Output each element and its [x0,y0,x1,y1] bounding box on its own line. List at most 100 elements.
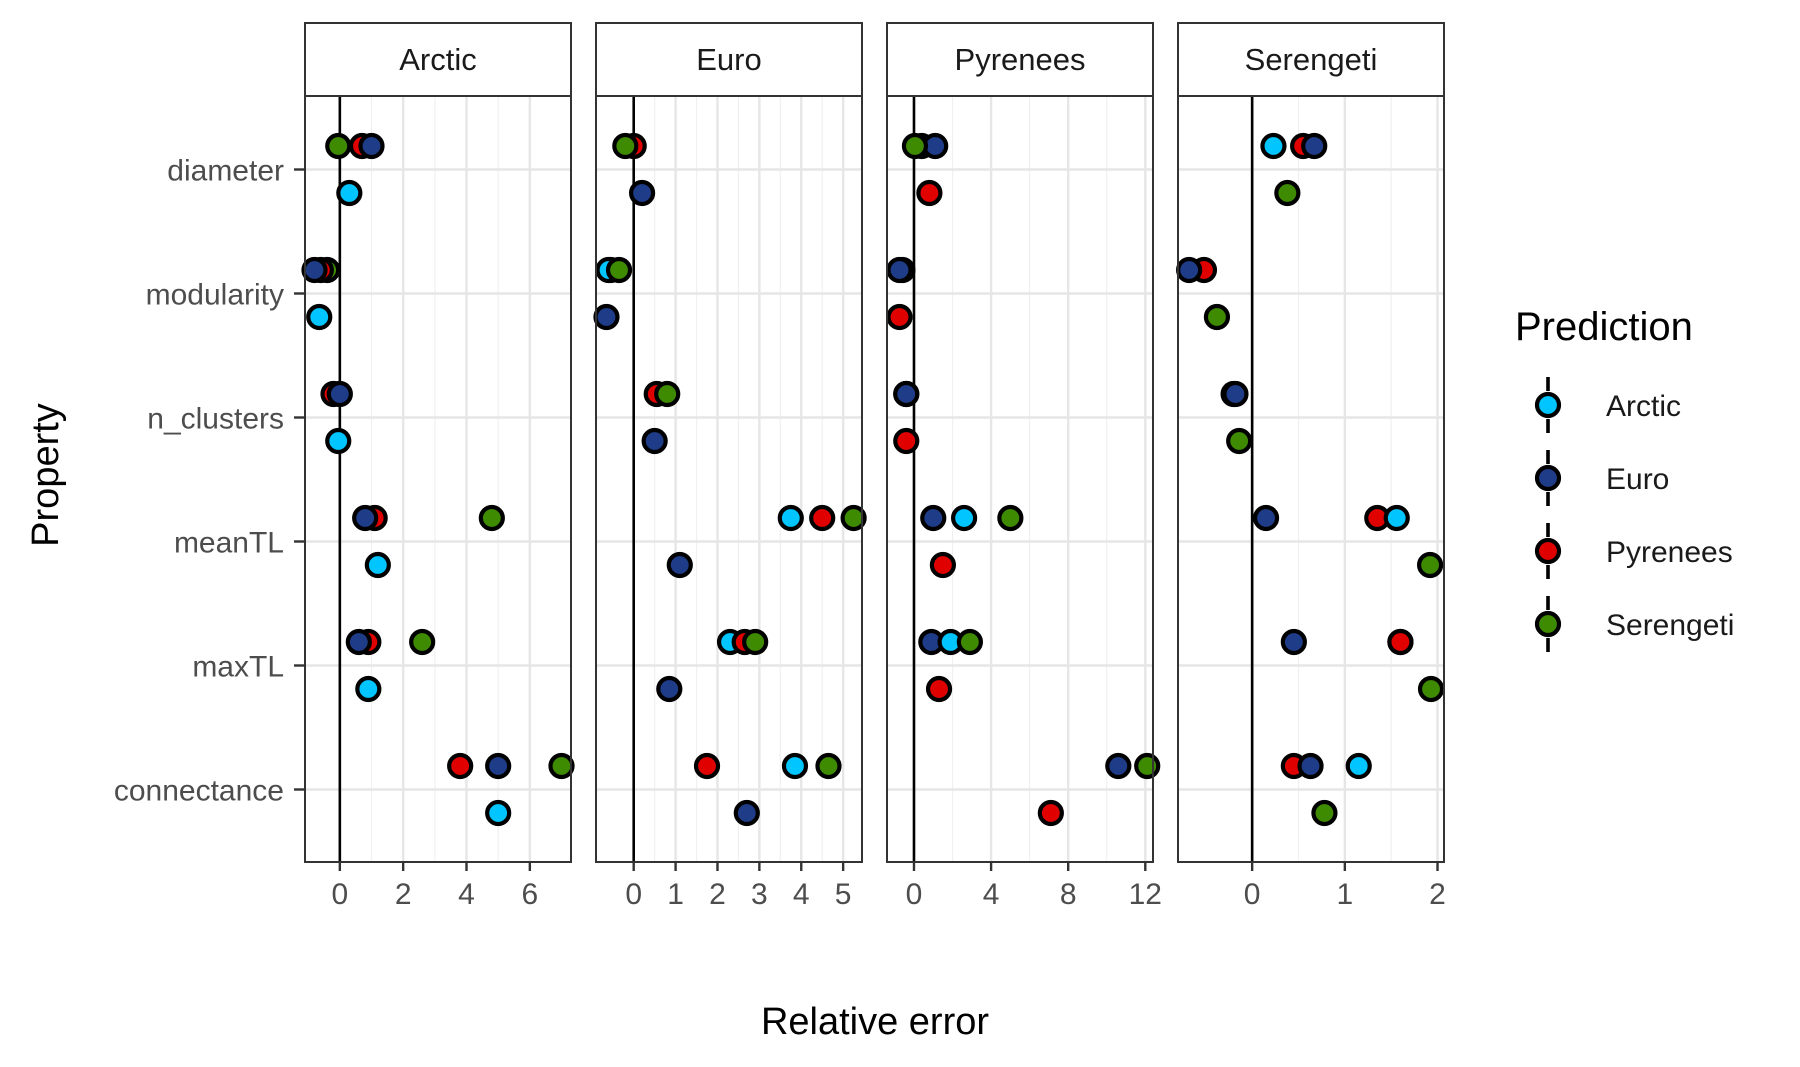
data-point [815,752,842,780]
x-tick-label: 2 [1429,878,1446,911]
legend-label: Serengeti [1606,609,1734,642]
data-point [447,752,474,780]
data-point [901,132,929,160]
legend-item-arctic: Arctic [1534,377,1681,433]
x-tick-label: 0 [625,878,642,911]
facet-pyrenees: Pyrenees 0 4 8 12 [886,22,1162,911]
data-point [1105,752,1132,780]
data-point [345,628,372,656]
data-point [1037,799,1064,827]
panel-background [305,96,571,862]
legend-key-point [1534,610,1562,638]
x-tick-label: 12 [1129,878,1162,911]
data-point [1417,675,1445,703]
y-tick-label: maxTL [192,651,284,684]
data-point [1297,752,1324,780]
data-point [1222,380,1249,408]
data-point [951,504,978,532]
data-point [1416,551,1444,579]
facet-strip [1177,22,1445,97]
data-point [306,303,333,331]
x-tick-label: 4 [793,878,810,911]
data-point [1387,628,1414,656]
legend-title: Prediction [1515,305,1693,349]
data-point [1345,752,1372,780]
data-point [1260,132,1287,160]
y-tick-label: connectance [114,775,284,808]
x-tick-label: 3 [751,878,768,911]
data-point [809,504,836,532]
data-point [893,427,920,455]
data-point [1176,256,1203,284]
data-point [666,551,693,579]
data-point [485,799,512,827]
data-point [929,551,956,579]
x-tick-label: 0 [906,878,923,911]
data-point [1301,132,1328,160]
x-tick-label: 2 [395,878,412,911]
data-point [605,256,633,284]
data-point [733,799,760,827]
y-tick-label: meanTL [174,527,284,560]
data-point [742,628,769,656]
legend-item-serengeti: Serengeti [1534,596,1734,652]
data-point [325,427,352,455]
y-axis-title: Property [25,403,67,547]
x-tick-label: 5 [835,878,852,911]
legend: Prediction Arctic Euro Pyrenees Serengeti [1515,305,1734,652]
data-point [593,303,620,331]
y-tick-label: modularity [146,279,284,312]
data-point [326,380,353,408]
x-tick-label: 8 [1060,878,1077,911]
data-point [893,380,920,408]
data-point [1383,504,1410,532]
data-point [336,179,363,207]
data-point [1134,752,1161,780]
panel-background [1178,96,1444,862]
data-point [1203,303,1231,331]
data-point [840,504,867,532]
data-point [997,504,1024,532]
data-point [956,628,983,656]
panel-background [596,96,862,862]
data-point [693,752,721,780]
facet-euro: Euro 0 1 2 3 4 5 [593,22,867,911]
facet-title: Serengeti [1245,42,1378,77]
x-tick-label: 1 [1336,878,1353,911]
data-point [886,303,913,331]
facet-title: Pyrenees [955,42,1086,77]
data-point [1226,427,1253,455]
data-point [548,752,575,780]
data-point [1311,799,1338,827]
data-point [478,504,505,532]
data-point [656,675,683,703]
y-tick-label: n_clusters [147,403,284,436]
data-point [777,504,804,532]
data-point [352,504,379,532]
x-tick-label: 4 [983,878,1000,911]
data-point [612,132,639,160]
data-point [781,752,809,780]
data-point [364,551,391,579]
data-point [920,504,947,532]
data-point [654,380,681,408]
legend-label: Pyrenees [1606,536,1733,569]
facet-strip [595,22,863,97]
data-point [886,256,913,284]
data-point [358,132,385,160]
y-tick-label: diameter [167,155,284,188]
x-tick-label: 4 [458,878,475,911]
legend-item-euro: Euro [1534,450,1669,506]
x-tick-label: 1 [667,878,684,911]
legend-item-pyrenees: Pyrenees [1534,523,1733,579]
data-point [355,675,382,703]
data-point [925,675,953,703]
data-point [1280,628,1307,656]
data-point [1252,504,1280,532]
facet-arctic: Arctic 0 2 4 6 [301,22,575,911]
data-point [325,132,352,160]
x-axis-title: Relative error [761,1001,989,1043]
data-point [916,179,943,207]
